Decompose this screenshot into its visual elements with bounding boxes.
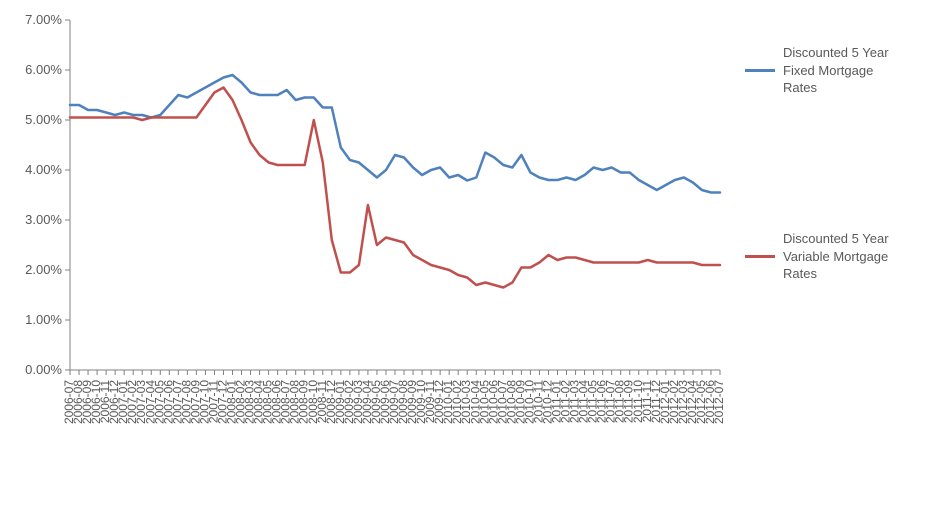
legend-item-fixed: Discounted 5 Year Fixed Mortgage Rates xyxy=(745,44,905,97)
legend-label: Discounted 5 Year Variable Mortgage Rate… xyxy=(783,230,898,283)
svg-text:2012-07: 2012-07 xyxy=(712,380,726,424)
legend-swatch-icon xyxy=(745,255,775,258)
svg-text:4.00%: 4.00% xyxy=(25,162,62,177)
legend-swatch-icon xyxy=(745,69,775,72)
svg-text:3.00%: 3.00% xyxy=(25,212,62,227)
svg-text:0.00%: 0.00% xyxy=(25,362,62,377)
svg-text:6.00%: 6.00% xyxy=(25,62,62,77)
svg-text:7.00%: 7.00% xyxy=(25,12,62,27)
chart-container: 0.00% 1.00% 2.00% 3.00% 4.00% 5.00% 6.00% 7.00%… xyxy=(0,0,930,505)
svg-text:1.00%: 1.00% xyxy=(25,312,62,327)
legend-label: Discounted 5 Year Fixed Mortgage Rates xyxy=(783,44,898,97)
svg-text:2.00%: 2.00% xyxy=(25,262,62,277)
svg-text:5.00%: 5.00% xyxy=(25,112,62,127)
legend-item-variable: Discounted 5 Year Variable Mortgage Rate… xyxy=(745,230,905,283)
